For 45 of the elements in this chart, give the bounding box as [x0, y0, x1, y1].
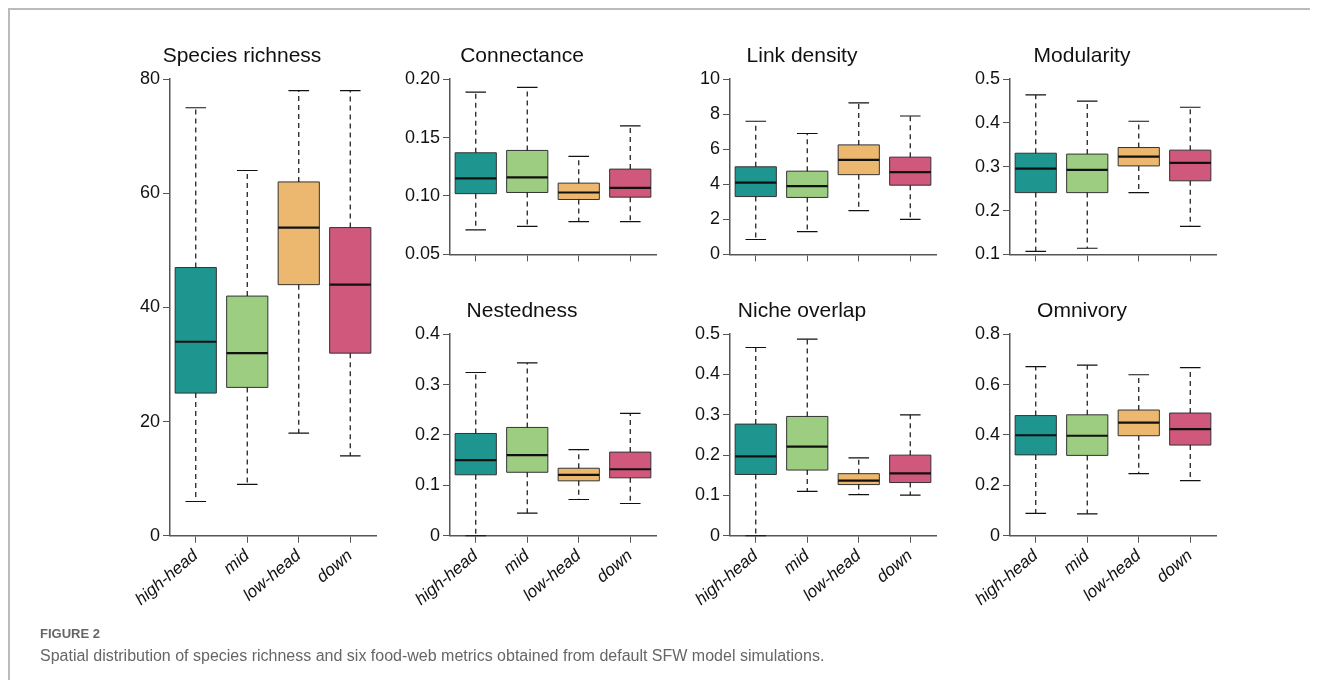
y-tick-label: 0.3 — [694, 403, 720, 424]
chart-title: Nestedness — [466, 298, 578, 322]
y-tick-label: 2 — [709, 208, 720, 229]
y-tick-label: 0.6 — [974, 373, 1000, 394]
y-tick-label: 40 — [139, 296, 160, 317]
y-tick-label: 0.4 — [974, 111, 1000, 132]
y-tick-label: 0.1 — [974, 243, 1000, 264]
y-tick-label: 0 — [149, 524, 160, 545]
y-tick-label: 0.15 — [404, 126, 440, 147]
text: Spatial distribution of species richness and six food-web metrics obtained from default SFW model simulations. — [40, 647, 826, 665]
chart-title: Modularity — [1033, 43, 1131, 67]
chart-title: Link density — [746, 43, 858, 67]
y-tick-label: 0.5 — [694, 323, 720, 344]
y-tick-label: 0.4 — [694, 363, 720, 384]
y-tick-label: 60 — [139, 182, 160, 203]
y-tick-label: 0.2 — [974, 474, 1000, 495]
y-tick-label: 20 — [139, 410, 160, 431]
y-tick-label: 10 — [699, 68, 720, 89]
y-tick-label: 4 — [709, 173, 720, 194]
y-tick-label: 0 — [709, 524, 720, 545]
y-tick-label: 0.4 — [414, 323, 440, 344]
y-tick-label: 0.3 — [414, 373, 440, 394]
y-tick-label: 0.2 — [694, 444, 720, 465]
y-tick-label: 0.05 — [404, 243, 440, 264]
y-tick-label: 0.20 — [404, 68, 440, 89]
y-tick-label: 0.3 — [974, 155, 1000, 176]
y-tick-label: 0 — [709, 243, 720, 264]
chart-title: Connectance — [460, 43, 584, 67]
y-tick-label: 0.2 — [414, 423, 440, 444]
y-tick-label: 0.8 — [974, 323, 1000, 344]
chart-title: Omnivory — [1037, 298, 1128, 322]
y-tick-label: 0.4 — [974, 423, 1000, 444]
chart-title: Niche overlap — [737, 298, 867, 322]
y-tick-label: 0.2 — [974, 199, 1000, 220]
y-tick-label: 6 — [709, 138, 720, 159]
chart-title: Species richness — [162, 43, 322, 67]
y-tick-label: 0.1 — [694, 484, 720, 505]
y-tick-label: 0 — [429, 524, 440, 545]
y-tick-label: 0.5 — [974, 68, 1000, 89]
y-tick-label: 0.10 — [404, 184, 440, 205]
y-tick-label: 8 — [709, 103, 720, 124]
y-tick-label: 0 — [989, 524, 1000, 545]
y-tick-label: 80 — [139, 68, 160, 89]
caption: FIGURE 2 — [40, 626, 101, 641]
y-tick-label: 0.1 — [414, 474, 440, 495]
